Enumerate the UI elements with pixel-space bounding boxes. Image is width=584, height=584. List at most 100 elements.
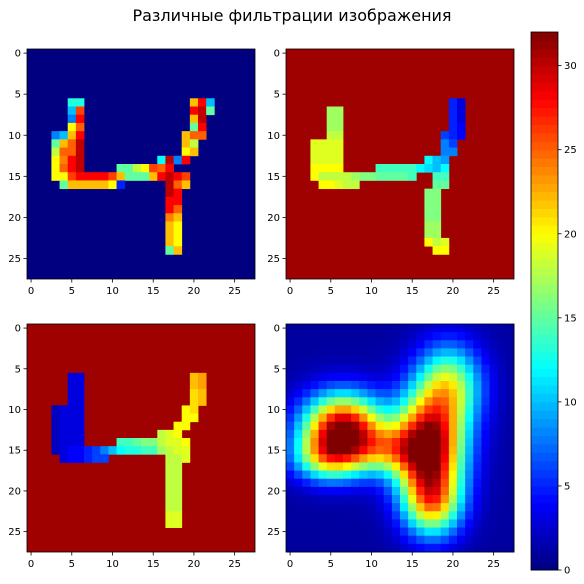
heatmap-cell (181, 446, 191, 455)
heatmap-cell (424, 486, 433, 496)
heatmap-cell (286, 381, 295, 390)
heatmap-cell (465, 340, 474, 349)
heatmap-cell (326, 348, 336, 357)
heatmap-cell (359, 429, 368, 439)
colorbar-segment (531, 393, 558, 403)
heatmap-cell (294, 413, 303, 423)
heatmap-cell (465, 413, 474, 423)
heatmap-cell (318, 180, 328, 190)
heatmap-cell (334, 421, 344, 431)
x-tick-label: 0 (287, 559, 293, 570)
heatmap-cell (497, 324, 507, 333)
heatmap-cell (497, 332, 507, 341)
heatmap-cell (375, 511, 385, 520)
heatmap-cell (383, 324, 393, 333)
heatmap-cell (448, 372, 458, 382)
heatmap-cell (375, 519, 385, 528)
heatmap-cell (294, 519, 303, 528)
heatmap-cell (375, 470, 385, 480)
heatmap-cell (173, 237, 183, 247)
heatmap-cell (448, 478, 458, 488)
heatmap-cell (432, 229, 442, 239)
heatmap-cell (383, 429, 393, 439)
heatmap-cell (481, 470, 490, 480)
heatmap-cell (481, 446, 490, 455)
heatmap-cell (124, 172, 134, 181)
heatmap-cell (505, 324, 515, 333)
heatmap-cell (505, 446, 515, 455)
heatmap-cell (310, 332, 319, 341)
heatmap-cell (416, 495, 425, 504)
heatmap-cell (302, 495, 311, 504)
heatmap-cell (302, 421, 311, 431)
heatmap-cell (334, 438, 344, 447)
heatmap-cell (318, 356, 328, 366)
heatmap-cell (440, 139, 450, 148)
heatmap-cell (400, 405, 409, 414)
heatmap-cell (400, 372, 409, 382)
colorbar-segment (531, 48, 558, 58)
heatmap-cell (400, 413, 409, 423)
heatmap-cell (302, 332, 311, 341)
heatmap-cell (351, 446, 360, 455)
heatmap-cell (367, 429, 376, 439)
heatmap-cell (416, 405, 425, 414)
heatmap-cell (457, 106, 466, 116)
x-tick-label: 5 (69, 286, 75, 297)
heatmap-cell (408, 421, 417, 431)
heatmap-cell (51, 438, 60, 447)
heatmap-cell (400, 438, 409, 447)
heatmap-cell (318, 348, 328, 357)
heatmap-cell (424, 340, 433, 349)
heatmap-cell (440, 131, 450, 140)
heatmap-cell (75, 421, 85, 431)
heatmap-cell (481, 429, 490, 439)
heatmap-cell (432, 164, 442, 173)
heatmap-cell (481, 543, 490, 553)
heatmap-cell (400, 389, 409, 398)
heatmap-cell (375, 535, 385, 545)
heatmap-cell (334, 413, 344, 423)
heatmap-cell (173, 205, 183, 214)
colorbar-segment (531, 183, 558, 193)
heatmap-cell (457, 421, 466, 431)
heatmap-cell (505, 397, 515, 406)
heatmap-cell (489, 446, 499, 455)
heatmap-cell (359, 421, 368, 431)
heatmap-cell (505, 535, 515, 545)
heatmap-cell (334, 164, 344, 173)
heatmap-cell (318, 454, 328, 463)
heatmap-cell (149, 438, 158, 447)
heatmap-cell (198, 381, 207, 390)
heatmap-cell (465, 495, 474, 504)
heatmap-cell (383, 495, 393, 504)
heatmap-cell (334, 405, 344, 414)
heatmap-cell (116, 164, 126, 173)
heatmap-cell (116, 438, 126, 447)
heatmap-cell (375, 324, 385, 333)
heatmap-cell (67, 164, 77, 173)
heatmap-cell (505, 421, 515, 431)
heatmap-cell (294, 332, 303, 341)
colorbar-segment (531, 544, 558, 554)
heatmap-cell (432, 486, 442, 496)
heatmap-cell (310, 429, 319, 439)
heatmap-cell (334, 519, 344, 528)
heatmap-cell (343, 527, 352, 537)
heatmap-cell (294, 381, 303, 390)
heatmap-cell (108, 180, 117, 190)
heatmap-cell (108, 172, 117, 181)
x-tick-label: 5 (328, 286, 334, 297)
heatmap-cell (391, 372, 401, 382)
heatmap-cell (359, 413, 368, 423)
heatmap-cell (286, 438, 295, 447)
heatmap-cell (424, 454, 433, 463)
heatmap-cell (165, 221, 174, 231)
heatmap-cell (489, 389, 499, 398)
colorbar-segment (531, 401, 558, 411)
heatmap-cell (351, 535, 360, 545)
heatmap-cell (457, 535, 466, 545)
heatmap-cell (408, 519, 417, 528)
heatmap-cell (181, 131, 191, 140)
colorbar: 0 5 10 15 20 25 30 (530, 31, 577, 577)
